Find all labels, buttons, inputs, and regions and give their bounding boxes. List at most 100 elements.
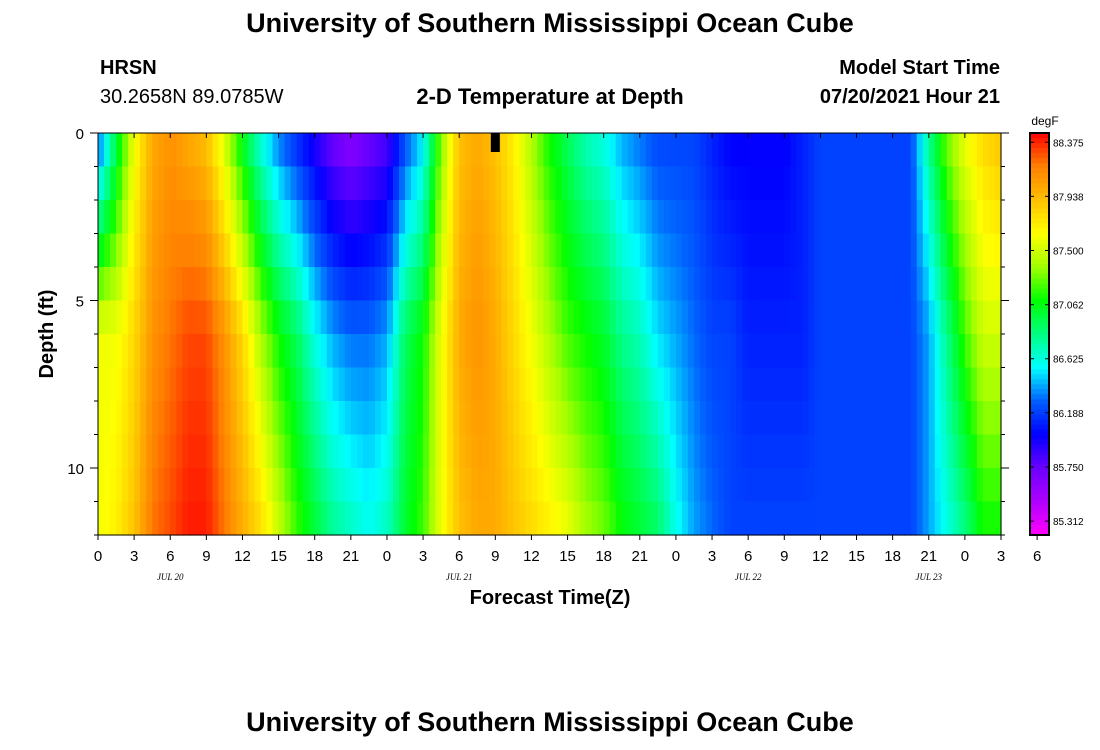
heatmap-cell: [970, 401, 978, 436]
heatmap-cell: [736, 133, 743, 168]
heatmap-cell: [549, 401, 557, 436]
heatmap-cell: [958, 367, 966, 402]
heatmap-cell: [742, 166, 749, 201]
heatmap-cell: [441, 367, 448, 402]
heatmap-cell: [200, 401, 207, 436]
heatmap-cell: [772, 233, 779, 268]
heatmap-cell: [284, 367, 292, 402]
heatmap-cell: [386, 300, 394, 335]
heatmap-cell: [98, 233, 105, 268]
heatmap-cell: [760, 501, 767, 536]
heatmap-cell: [188, 501, 195, 536]
heatmap-cell: [928, 300, 936, 335]
heatmap-cell: [477, 200, 484, 235]
colorbar-swatch: [1030, 439, 1049, 446]
heatmap-cell: [567, 300, 575, 335]
colorbar-swatch: [1030, 203, 1049, 209]
heatmap-cell: [212, 468, 219, 503]
heatmap-cell: [248, 434, 256, 469]
heatmap-cell: [970, 434, 978, 469]
heatmap-cell: [386, 367, 394, 402]
heatmap-cell: [784, 367, 791, 402]
heatmap-cell: [952, 300, 960, 335]
heatmap-cell: [585, 334, 593, 369]
heatmap-cell: [248, 267, 256, 302]
heatmap-cell: [856, 367, 864, 402]
heatmap-cell: [976, 267, 984, 302]
heatmap-cell: [176, 133, 183, 168]
heatmap-cell: [170, 334, 177, 369]
heatmap-cell: [982, 267, 990, 302]
heatmap-cell: [519, 434, 527, 469]
heatmap-cell: [188, 300, 195, 335]
heatmap-cell: [826, 233, 834, 268]
heatmap-cell: [338, 133, 346, 168]
heatmap-cell: [146, 267, 153, 302]
heatmap-cell: [844, 501, 852, 536]
heatmap-cell: [140, 434, 147, 469]
heatmap-cell: [934, 367, 942, 402]
heatmap-cell: [417, 468, 424, 503]
heatmap-cell: [784, 434, 791, 469]
heatmap-cell: [284, 300, 292, 335]
heatmap-cell: [898, 501, 906, 536]
heatmap-cell: [266, 166, 274, 201]
heatmap-cell: [471, 434, 478, 469]
heatmap-cell: [573, 300, 581, 335]
heatmap-cell: [392, 267, 400, 302]
heatmap-cell: [368, 334, 376, 369]
colorbar-swatch: [1030, 213, 1049, 220]
heatmap-cell: [886, 267, 894, 302]
colorbar-units: degF: [1031, 114, 1058, 128]
heatmap-cell: [332, 367, 340, 402]
heatmap-cell: [591, 468, 599, 503]
heatmap-cell: [435, 133, 442, 168]
x-tick-label: 9: [491, 548, 499, 565]
heatmap-cell: [754, 200, 761, 235]
heatmap-cell: [230, 166, 238, 201]
heatmap-cell: [152, 401, 159, 436]
heatmap-cell: [772, 367, 779, 402]
heatmap-cell: [627, 468, 635, 503]
heatmap-cell: [242, 233, 250, 268]
heatmap-cell: [724, 200, 731, 235]
heatmap-cell: [314, 267, 322, 302]
heatmap-cell: [597, 133, 605, 168]
heatmap-cell: [116, 166, 123, 201]
heatmap-cell: [417, 133, 424, 168]
heatmap-cell: [392, 300, 400, 335]
heatmap-cell: [272, 334, 280, 369]
station-name: HRSN: [100, 57, 157, 79]
heatmap-cell: [302, 501, 310, 536]
heatmap-cell: [712, 200, 719, 235]
heatmap-cell: [272, 200, 280, 235]
heatmap-cell: [591, 367, 599, 402]
heatmap-cell: [411, 468, 418, 503]
heatmap-cell: [501, 367, 508, 402]
heatmap-cell: [621, 267, 629, 302]
heatmap-cell: [820, 133, 828, 168]
heatmap-cell: [350, 166, 358, 201]
heatmap-cell: [362, 367, 370, 402]
heatmap-cell: [982, 401, 990, 436]
heatmap-cell: [350, 434, 358, 469]
heatmap-cell: [657, 300, 665, 335]
heatmap-cell: [236, 200, 244, 235]
heatmap-cell: [230, 267, 238, 302]
heatmap-cell: [98, 334, 105, 369]
heatmap-cell: [519, 200, 527, 235]
main-title: University of Southern Mississippi Ocean…: [246, 8, 854, 38]
heatmap-cell: [700, 468, 707, 503]
x-tick-label: 0: [961, 548, 969, 565]
heatmap-cell: [814, 133, 821, 168]
heatmap-cell: [176, 501, 183, 536]
x-tick-label: 3: [708, 548, 716, 565]
heatmap-cell: [374, 233, 382, 268]
heatmap-cell: [730, 468, 737, 503]
heatmap-cell: [314, 434, 322, 469]
heatmap-cell: [116, 267, 123, 302]
heatmap-cell: [200, 267, 207, 302]
heatmap-cell: [380, 133, 388, 168]
heatmap-cell: [290, 434, 298, 469]
heatmap-cell: [182, 401, 189, 436]
